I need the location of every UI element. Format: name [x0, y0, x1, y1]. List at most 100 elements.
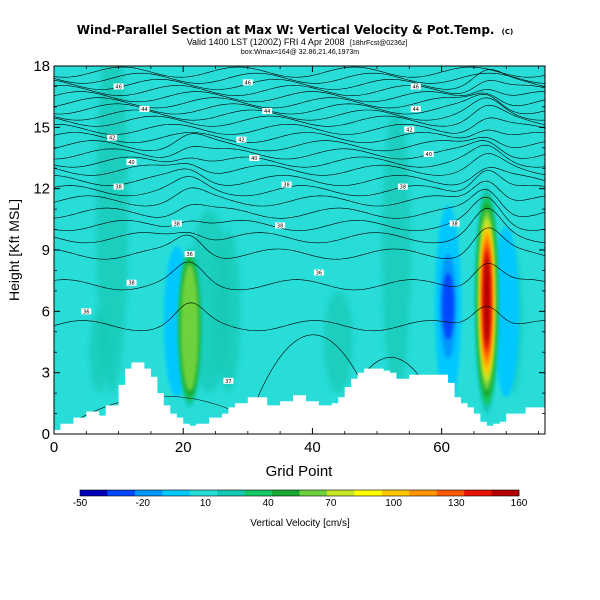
chart-title-text: Wind-Parallel Section at Max W: Vertical…	[77, 23, 495, 37]
isentrope-label-text: 38	[174, 221, 180, 227]
isentrope-label: 46	[410, 83, 421, 90]
chart-subtitle-2: box:Wmax=164@ 32.86,21.46,1973m	[241, 49, 359, 56]
isentrope-label-bg	[275, 222, 286, 229]
colorbar-swatch	[217, 490, 245, 496]
isentrope-line	[54, 140, 545, 160]
isentrope-label-bg	[113, 83, 124, 90]
chart-subtitle: Valid 1400 LST (1200Z) FRI 4 Apr 2008 [1…	[187, 37, 408, 47]
colorbar-swatch	[272, 490, 300, 496]
colorbar-swatch	[134, 490, 163, 496]
colorbar-tick-label: 40	[263, 498, 275, 509]
colorbar-swatch	[299, 490, 328, 496]
isentrope-label-text: 44	[413, 107, 419, 113]
isentrope-line	[54, 80, 545, 96]
colorbar-tick-label: 160	[511, 498, 528, 509]
isentrope-line	[54, 97, 545, 121]
isentrope-label: 37	[223, 377, 234, 385]
isentrope-label: 40	[249, 155, 260, 162]
isentrope-label-bg	[223, 377, 234, 384]
isentrope-label-text: 38	[283, 183, 289, 189]
y-axis-label: Height [Kft MSL]	[6, 199, 22, 301]
isentrope-label-bg	[113, 183, 124, 190]
isentrope-label-text: 38	[128, 281, 134, 287]
isentrope-line	[54, 302, 545, 332]
colorbar-swatch	[244, 490, 273, 496]
y-tick-label: 18	[33, 58, 50, 75]
isentrope-line	[54, 89, 545, 103]
isentrope-label-bg	[404, 126, 415, 133]
isentrope-label-bg	[313, 269, 324, 276]
colorbar-swatch	[464, 490, 492, 496]
colorbar-frame	[79, 489, 520, 497]
colorbar-tick-label: 10	[200, 498, 212, 509]
isentrope-label-text: 42	[406, 127, 412, 133]
colorbar-tick-label: -50	[73, 498, 88, 509]
isentrope-line	[54, 188, 545, 219]
isentrope-label-text: 36	[316, 270, 322, 276]
isentrope-label-text: 40	[426, 152, 432, 158]
isentrope-label-bg	[242, 79, 253, 86]
isentrope-label-bg	[410, 83, 421, 90]
isentrope-label-bg	[449, 220, 460, 227]
updraft-0-level-3	[180, 264, 199, 392]
weak-band-3	[323, 290, 353, 394]
isentrope-label: 42	[404, 126, 415, 133]
x-axis-label: Grid Point	[266, 463, 334, 480]
isentrope-label: 38	[449, 220, 460, 227]
isentrope-label: 38	[281, 181, 292, 189]
isentrope-line	[54, 66, 545, 78]
downdraft-2-level-1	[496, 250, 517, 373]
isentrope-line	[54, 196, 545, 231]
isentrope-label-text: 36	[83, 309, 89, 315]
isentrope-label: 36	[81, 308, 92, 315]
colorbar-tick-label: 70	[325, 498, 337, 509]
y-tick-label: 15	[33, 119, 50, 136]
colorbar: -50 -20 10 40 70 100 130 160	[73, 489, 528, 509]
isentrope-label-bg	[410, 105, 421, 112]
isentrope-line	[54, 92, 545, 109]
weak-band-5	[89, 311, 109, 394]
isentrope-line	[54, 72, 545, 84]
isentrope-label-bg	[107, 134, 118, 141]
isentrope-label: 42	[107, 134, 118, 142]
colorbar-tick-label: 100	[385, 498, 402, 509]
isentrope-label: 46	[113, 83, 124, 90]
isentrope-label: 38	[126, 279, 137, 287]
weak-band-2	[216, 229, 241, 394]
isentrope-line	[54, 69, 545, 90]
colorbar-swatch	[409, 490, 437, 496]
isentrope-label-text: 36	[186, 252, 192, 258]
isentrope-line	[54, 167, 545, 186]
isentrope-label: 44	[262, 107, 273, 115]
isentrope-label: 42	[236, 136, 247, 144]
isentrope-label: 40	[423, 150, 434, 158]
isentrope-label: 44	[139, 105, 150, 113]
isentrope-line	[54, 144, 545, 168]
isentrope-label-text: 42	[109, 136, 115, 142]
colorbar-swatch	[80, 490, 108, 496]
isentrope-label: 38	[113, 183, 124, 191]
y-tick-label: 0	[42, 426, 50, 443]
isentrope-label-text: 40	[251, 156, 257, 162]
isentrope-label-text: 46	[245, 80, 251, 86]
velocity-field	[89, 66, 523, 414]
isentrope-label-text: 46	[413, 84, 419, 90]
isentrope-label-text: 44	[264, 109, 270, 115]
colorbar-tick-label: -20	[135, 498, 150, 509]
isentrope-label: 36	[313, 269, 324, 276]
isentrope-line	[54, 261, 545, 291]
isentrope-line	[54, 180, 545, 207]
chart-title-mark: (C)	[502, 28, 514, 36]
isentrope-line	[54, 153, 545, 176]
colorbar-swatch	[326, 490, 355, 496]
x-tick-label: 0	[50, 439, 58, 456]
y-tick-label: 12	[33, 181, 50, 198]
isentrope-label-text: 38	[400, 185, 406, 191]
isentrope-label-text: 40	[128, 160, 134, 166]
plot-area: 36 38 46 44 42 40 38 38 46 44 42 40 38 38 36 37 46 44 42 40…	[54, 66, 545, 434]
isentrope-labels: 36 38 46 44 42 40 38 38 46 44 42 40 38 38 36 37 46 44 42 40…	[81, 79, 460, 385]
isentrope-label: 46	[242, 79, 253, 86]
isentrope-label-bg	[262, 107, 273, 114]
